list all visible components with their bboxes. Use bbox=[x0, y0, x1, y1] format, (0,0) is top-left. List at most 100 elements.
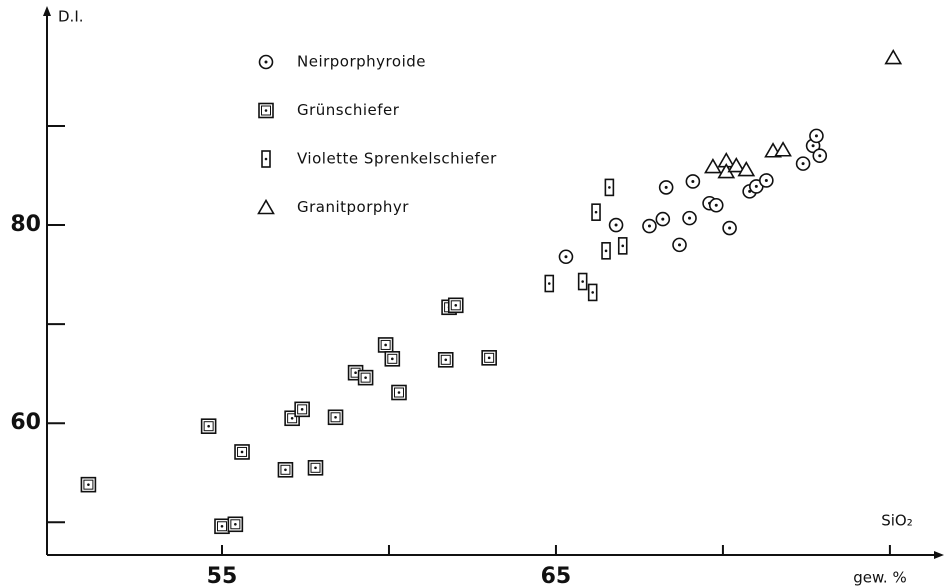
marker bbox=[481, 350, 497, 366]
marker-dot bbox=[801, 162, 805, 166]
marker-outline bbox=[704, 157, 722, 174]
marker bbox=[357, 369, 374, 386]
legend-symbol bbox=[258, 54, 274, 70]
marker-dot bbox=[364, 376, 367, 379]
marker-dot bbox=[714, 203, 718, 207]
marker bbox=[591, 203, 601, 221]
marker-inner bbox=[310, 462, 321, 473]
x-axis-unit: gew. % bbox=[853, 569, 906, 587]
marker-dot bbox=[728, 226, 732, 230]
marker bbox=[658, 180, 674, 195]
marker-dot bbox=[581, 280, 584, 283]
marker-dot bbox=[591, 291, 594, 294]
marker-inner bbox=[261, 105, 271, 116]
marker bbox=[722, 220, 737, 236]
marker bbox=[558, 249, 574, 265]
marker-dot bbox=[284, 468, 287, 472]
marker bbox=[642, 218, 657, 234]
marker bbox=[80, 476, 97, 493]
marker bbox=[544, 274, 555, 293]
marker bbox=[617, 237, 628, 255]
marker-dot bbox=[814, 134, 818, 138]
marker-inner bbox=[216, 521, 227, 532]
marker bbox=[759, 173, 774, 188]
marker-dot bbox=[688, 216, 692, 220]
marker-dot bbox=[691, 179, 695, 183]
marker bbox=[604, 178, 615, 197]
marker-inner bbox=[450, 300, 461, 311]
marker-dot bbox=[608, 186, 611, 189]
legend-item: Granitporphyr bbox=[297, 198, 409, 216]
marker-inner bbox=[83, 479, 94, 490]
x-tick-label: 55 bbox=[207, 564, 238, 587]
marker bbox=[277, 461, 294, 478]
marker bbox=[672, 237, 687, 253]
legend-symbol bbox=[258, 102, 274, 119]
legend-symbol bbox=[261, 150, 271, 168]
marker-inner bbox=[237, 446, 248, 457]
marker-outline bbox=[737, 160, 756, 177]
y-tick-label: 60 bbox=[10, 410, 41, 435]
marker-dot bbox=[818, 154, 822, 158]
axes bbox=[43, 6, 944, 559]
marker-dot bbox=[240, 450, 244, 454]
marker-dot bbox=[397, 391, 401, 394]
marker-dot bbox=[207, 424, 210, 428]
marker bbox=[234, 444, 250, 460]
marker bbox=[200, 418, 217, 434]
marker-dot bbox=[314, 466, 317, 470]
marker-dot bbox=[664, 185, 668, 189]
marker-dot bbox=[647, 224, 651, 228]
marker-outline bbox=[727, 157, 746, 173]
marker-dot bbox=[264, 157, 268, 161]
marker-inner bbox=[360, 372, 371, 383]
marker-dot bbox=[564, 255, 568, 259]
marker bbox=[809, 128, 824, 144]
marker-dot bbox=[220, 524, 224, 528]
legend-text: Granitporphyr bbox=[297, 198, 409, 216]
marker bbox=[227, 516, 244, 533]
marker-dot bbox=[391, 357, 394, 361]
marker-inner bbox=[287, 413, 298, 424]
marker bbox=[577, 272, 588, 291]
x-tick-label: 65 bbox=[541, 564, 572, 587]
marker-dot bbox=[87, 483, 90, 486]
marker-dot bbox=[290, 416, 294, 420]
legend-text: Grünschiefer bbox=[297, 101, 400, 119]
marker bbox=[774, 141, 792, 157]
marker bbox=[214, 518, 230, 535]
marker bbox=[704, 157, 722, 174]
marker-dot bbox=[454, 304, 458, 307]
marker-dot bbox=[264, 60, 268, 64]
marker-dot bbox=[621, 244, 625, 248]
marker-dot bbox=[754, 184, 758, 188]
marker-dot bbox=[594, 210, 598, 214]
marker bbox=[327, 409, 344, 426]
marker bbox=[655, 211, 671, 227]
marker-dot bbox=[384, 343, 387, 347]
marker bbox=[708, 197, 724, 213]
x-axis-label: SiO₂ bbox=[881, 512, 913, 530]
marker bbox=[377, 337, 394, 353]
y-tick-label: 80 bbox=[10, 212, 41, 237]
marker-dot bbox=[264, 109, 268, 112]
y-axis-label: D.I. bbox=[58, 8, 84, 26]
marker-dot bbox=[444, 358, 448, 362]
marker-dot bbox=[334, 415, 337, 419]
marker-dot bbox=[678, 243, 682, 247]
marker bbox=[384, 351, 401, 367]
legend-symbol bbox=[257, 198, 275, 215]
marker bbox=[587, 283, 598, 302]
marker-inner bbox=[380, 339, 391, 350]
marker bbox=[391, 384, 407, 401]
marker-dot bbox=[614, 223, 618, 227]
marker-inner bbox=[393, 387, 404, 398]
marker bbox=[727, 157, 746, 173]
marker-outline bbox=[884, 49, 903, 65]
marker bbox=[685, 174, 701, 189]
legend-text: Neirporphyroide bbox=[297, 53, 426, 71]
marker-inner bbox=[484, 352, 495, 363]
legend-item: Grünschiefer bbox=[297, 101, 400, 119]
marker bbox=[795, 156, 811, 171]
marker bbox=[447, 297, 464, 314]
